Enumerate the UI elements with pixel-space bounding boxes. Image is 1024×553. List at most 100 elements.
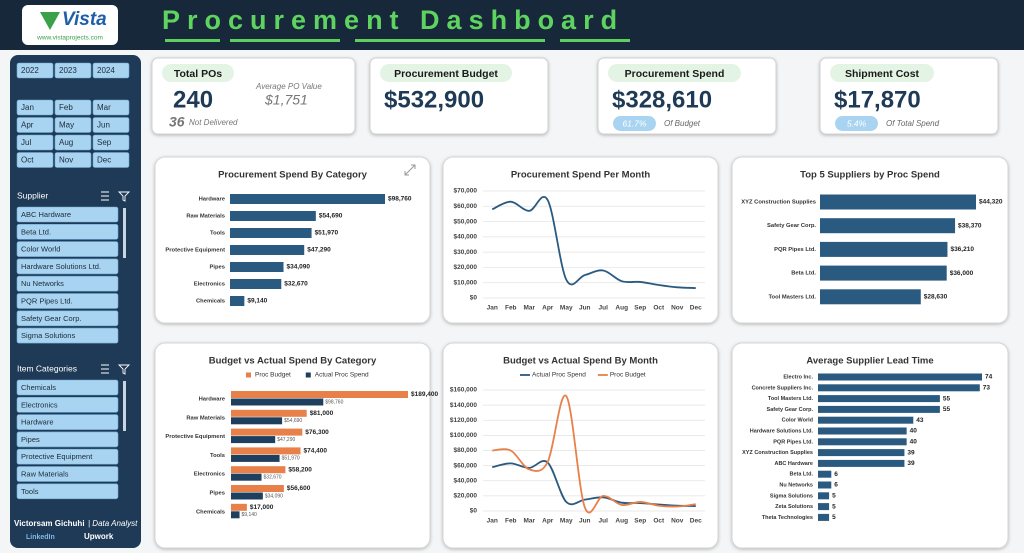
slicer-label[interactable]: Chemicals xyxy=(21,383,56,392)
clear-filter-icon[interactable] xyxy=(117,364,131,375)
slicer-label[interactable]: PQR Pipes Ltd. xyxy=(21,296,73,305)
slicer-button[interactable] xyxy=(54,99,92,116)
slicer-button[interactable] xyxy=(16,379,119,396)
slicer-button[interactable] xyxy=(16,117,54,133)
bar xyxy=(820,194,976,210)
slicer-button[interactable] xyxy=(16,134,54,151)
slicer-label[interactable]: Oct xyxy=(21,156,34,165)
category-label: Concrete Suppliers Inc. xyxy=(752,385,814,391)
slicer-label[interactable]: ABC Hardware xyxy=(21,210,71,219)
slicer-label[interactable]: Jun xyxy=(97,121,110,130)
slicer-button[interactable] xyxy=(16,431,119,448)
slicer-label[interactable]: Safety Gear Corp. xyxy=(21,314,81,323)
slicer-button[interactable] xyxy=(92,117,130,133)
slicer-label[interactable]: Color World xyxy=(21,245,60,254)
slicer-button[interactable] xyxy=(16,310,119,327)
slicer-label[interactable]: Hardware Solutions Ltd. xyxy=(21,262,101,271)
bar xyxy=(818,405,940,413)
data-label: $28,630 xyxy=(924,294,948,301)
slicer-label[interactable]: Dec xyxy=(97,156,111,165)
slicer-label[interactable]: Electronics xyxy=(21,400,58,409)
data-label: $74,400 xyxy=(304,448,328,455)
slicer-button[interactable] xyxy=(16,275,119,292)
slicer-button[interactable] xyxy=(92,134,130,151)
x-tick-label: Apr xyxy=(542,518,554,525)
multi-select-icon[interactable] xyxy=(101,191,109,201)
slicer-button[interactable] xyxy=(16,396,119,413)
slicer-label[interactable]: Mar xyxy=(97,103,111,112)
data-label: $51,970 xyxy=(315,230,339,237)
slicer-button[interactable] xyxy=(16,466,119,482)
x-tick-label: Oct xyxy=(653,305,665,312)
slicer-label[interactable]: Hardware xyxy=(21,418,54,427)
slicer-button[interactable] xyxy=(16,224,119,240)
slicer-label[interactable]: 2024 xyxy=(97,66,115,75)
bar xyxy=(818,449,905,457)
data-label: $98,760 xyxy=(388,196,412,203)
multi-select-icon[interactable] xyxy=(101,364,109,374)
slicer-button[interactable] xyxy=(16,293,119,309)
slicer-label[interactable]: Nov xyxy=(59,156,73,165)
upwork-link[interactable]: Upwork xyxy=(84,532,114,541)
bar xyxy=(231,511,240,519)
slicer-label[interactable]: 2022 xyxy=(21,66,39,75)
category-label: ABC Hardware xyxy=(774,461,813,467)
kpi-badge-text: 61.7% xyxy=(622,118,647,128)
kpi-title-pill xyxy=(380,64,512,82)
slicer-button[interactable] xyxy=(16,206,119,223)
slicer-label[interactable]: Beta Ltd. xyxy=(21,227,51,236)
slicer-label[interactable]: Raw Materials xyxy=(21,469,69,478)
slicer-button[interactable] xyxy=(54,62,92,79)
slicer-button[interactable] xyxy=(54,134,92,151)
bar xyxy=(231,473,262,481)
slicer-label[interactable]: Protective Equipment xyxy=(21,452,93,461)
slicer-label[interactable]: Jul xyxy=(21,138,31,147)
slicer-button[interactable] xyxy=(54,117,92,133)
chart-title: Procurement Spend Per Month xyxy=(511,170,651,181)
slicer-button[interactable] xyxy=(54,152,92,168)
slicer-label[interactable]: Aug xyxy=(59,138,73,147)
slicer-label[interactable]: May xyxy=(59,121,74,130)
slicer-button[interactable] xyxy=(92,62,130,79)
slicer-label[interactable]: Sep xyxy=(97,138,112,147)
slicer-label[interactable]: Feb xyxy=(59,103,73,112)
clear-filter-icon[interactable] xyxy=(117,191,131,202)
bar xyxy=(231,503,247,511)
expand-icon[interactable] xyxy=(404,164,416,176)
legend-label: Actual Proc Spend xyxy=(532,372,586,379)
slicer-label[interactable]: Sigma Solutions xyxy=(21,331,75,340)
slicer-label[interactable]: Tools xyxy=(21,487,39,496)
category-label: Nu Networks xyxy=(779,482,813,488)
y-tick-label: $60,000 xyxy=(454,203,478,210)
slicer-button[interactable] xyxy=(16,258,119,275)
slicer-button[interactable] xyxy=(16,62,54,79)
underline xyxy=(560,39,630,42)
bar xyxy=(818,503,830,511)
bar xyxy=(230,296,245,306)
bar xyxy=(820,265,947,281)
kpi-title: Procurement Budget xyxy=(394,68,498,80)
x-tick-label: Sep xyxy=(634,305,646,312)
slicer-button[interactable] xyxy=(16,327,119,344)
slicer-button[interactable] xyxy=(16,448,119,465)
x-tick-label: Mar xyxy=(523,305,535,312)
slicer-button[interactable] xyxy=(16,483,119,500)
slicer-button[interactable] xyxy=(16,414,119,430)
slicer-button[interactable] xyxy=(92,99,130,116)
slicer-label[interactable]: Jan xyxy=(21,103,34,112)
title-underline xyxy=(165,39,630,42)
category-label: PQR Pipes Ltd. xyxy=(773,439,813,445)
category-label: Theta Technologies xyxy=(762,515,813,521)
linkedin-link[interactable]: LinkedIn xyxy=(26,534,55,541)
chart-title: Budget vs Actual Spend By Month xyxy=(503,356,658,367)
slicer-button[interactable] xyxy=(92,152,130,168)
slicer-button[interactable] xyxy=(16,241,119,257)
slicer-label[interactable]: Pipes xyxy=(21,435,40,444)
slicer-label[interactable]: 2023 xyxy=(59,66,77,75)
slicer-button[interactable] xyxy=(16,152,54,168)
slicer-button[interactable] xyxy=(16,99,54,116)
slicer-label[interactable]: Nu Networks xyxy=(21,279,64,288)
slicer-label[interactable]: Apr xyxy=(21,121,34,130)
data-label: $58,200 xyxy=(288,466,312,473)
